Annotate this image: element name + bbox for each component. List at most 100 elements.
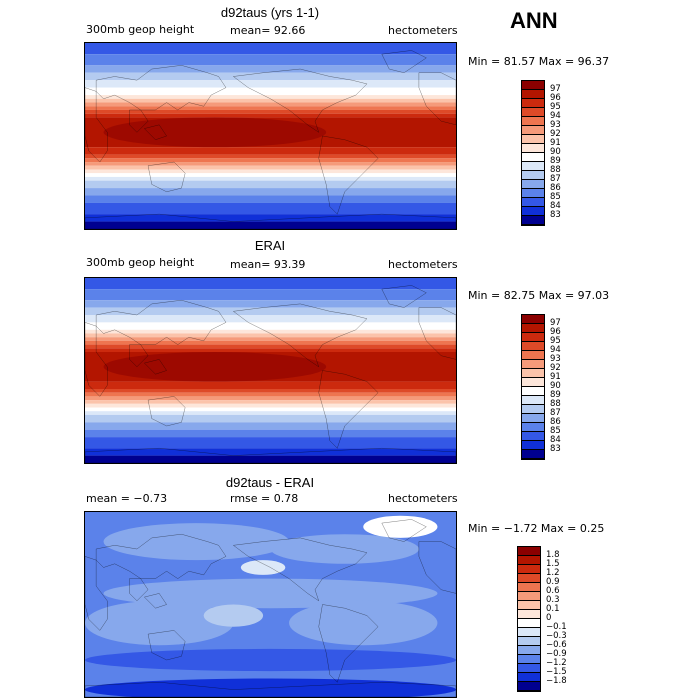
panel1-map xyxy=(84,42,457,230)
panel1-colorbar-swatch xyxy=(522,99,544,108)
panel1-coastline xyxy=(319,136,378,214)
panel2-contour-band xyxy=(85,392,456,397)
panel2-colorbar-swatch xyxy=(522,369,544,378)
panel3-colorbar-tick-label: 0.9 xyxy=(546,577,560,587)
panel2-colorbar-swatch xyxy=(522,387,544,396)
panel1-colorbar-tick-label: 93 xyxy=(550,120,561,130)
panel3-units-label: hectometers xyxy=(388,492,458,505)
panel1-contour-band xyxy=(85,221,456,229)
panel1-colorbar-swatch xyxy=(522,180,544,189)
panel1-colorbar-tick-label: 88 xyxy=(550,165,561,175)
panel1-contour-band xyxy=(85,169,456,174)
panel2-coastline xyxy=(419,308,456,360)
panel3-coastline xyxy=(130,579,149,601)
panel3-colorbar-swatch xyxy=(518,646,540,655)
panel3-colorbar-tick-label: 1.5 xyxy=(546,559,560,569)
panel1-coastline xyxy=(148,162,185,192)
panel1-contour-band xyxy=(85,87,456,96)
panel3-colorbar-swatch xyxy=(518,601,540,610)
panel1-contour-band xyxy=(85,80,456,88)
panel1-contour-band xyxy=(85,214,456,222)
panel1-contour-band xyxy=(85,180,456,189)
panel1-colorbar-tick-label: 92 xyxy=(550,129,561,139)
panel2-colorbar-swatch xyxy=(522,441,544,450)
panel2-colorbar-tick-label: 84 xyxy=(550,435,561,445)
panel3-colorbar-tick-label: 1.2 xyxy=(546,568,560,578)
panel2-contour-band xyxy=(85,455,456,463)
panel2-colorbar-tick-label: 85 xyxy=(550,426,561,436)
panel1-contour-band xyxy=(85,95,456,99)
panel1-colorbar-tick-label: 97 xyxy=(550,84,561,94)
panel2-colorbar-tick-label: 89 xyxy=(550,390,561,400)
panel2-contour-band xyxy=(85,340,456,345)
panel2-colorbar-tick-label: 87 xyxy=(550,408,561,418)
panel3-colorbar-swatch xyxy=(518,637,540,646)
panel2-contour-band xyxy=(85,337,456,341)
panel1-title: d92taus (yrs 1-1) xyxy=(220,5,320,20)
panel3-coastline xyxy=(319,605,378,683)
panel3-colorbar-swatch xyxy=(518,592,540,601)
panel3-coastline xyxy=(382,519,427,541)
panel2-colorbar-tick-label: 83 xyxy=(550,444,561,454)
panel2-colorbar-swatch xyxy=(522,324,544,333)
panel2-colorbar-swatch xyxy=(522,342,544,351)
panel1-coastline xyxy=(382,50,427,72)
panel3-contour-blob xyxy=(363,515,438,538)
panel3-colorbar-swatch xyxy=(518,556,540,565)
panel1-map-svg xyxy=(85,43,456,229)
panel3-coastline xyxy=(144,593,166,608)
panel2-contour-band xyxy=(85,389,456,393)
panel1-contour-band xyxy=(85,165,456,170)
panel2-colorbar-tick-label: 92 xyxy=(550,363,561,373)
panel3-colorbar-swatch xyxy=(518,574,540,583)
panel3-contour-blob xyxy=(85,648,456,672)
panel2-contour-band xyxy=(85,307,456,315)
panel3-colorbar-tick-label: 0.3 xyxy=(546,595,560,605)
panel1-colorbar-tick-label: 83 xyxy=(550,210,561,220)
panel1-colorbar-swatch xyxy=(522,117,544,126)
panel1-mean-label: mean= 92.66 xyxy=(230,24,306,37)
panel1-coastline xyxy=(419,73,456,125)
panel2-title: ERAI xyxy=(254,238,286,253)
panel1-colorbar-swatch xyxy=(522,90,544,99)
panel1-colorbar-tick-label: 90 xyxy=(550,147,561,157)
panel1-contour-band xyxy=(85,195,456,203)
panel1-contour-band xyxy=(85,43,456,55)
panel1-contour-band xyxy=(85,54,456,66)
panel2-coastline xyxy=(382,285,427,307)
panel1-colorbar-swatch xyxy=(522,135,544,144)
panel1-contour-band xyxy=(85,113,456,118)
panel2-contour-band xyxy=(85,422,456,430)
panel3-contour-blob xyxy=(240,560,286,575)
panel3-colorbar-tick-label: 0.1 xyxy=(546,604,560,614)
panel2-units-label: hectometers xyxy=(388,258,458,271)
panel2-coastline xyxy=(144,359,166,374)
panel1-colorbar-swatch xyxy=(522,207,544,216)
panel3-colorbar-swatch xyxy=(518,565,540,574)
panel1-contour-band xyxy=(85,65,456,73)
panel2-colorbar-swatch xyxy=(522,333,544,342)
panel1-contour-band xyxy=(85,109,456,114)
panel1-contour-band xyxy=(85,72,456,81)
panel2-contour-band xyxy=(85,411,456,415)
panel2-contour-band xyxy=(85,329,456,334)
panel2-colorbar-swatch xyxy=(522,351,544,360)
panel2-coastline xyxy=(85,448,456,463)
panel1-contour-band xyxy=(85,147,456,155)
panel3-colorbar-swatch xyxy=(518,547,540,556)
panel2-colorbar xyxy=(521,314,545,460)
panel2-colorbar-swatch xyxy=(522,405,544,414)
panel1-colorbar-swatch xyxy=(522,108,544,117)
panel2-contour-band xyxy=(85,289,456,301)
panel1-coastline xyxy=(144,125,166,140)
panel2-contour-band xyxy=(85,278,456,290)
panel2-colorbar-tick-label: 96 xyxy=(550,327,561,337)
panel2-coastline xyxy=(319,371,378,449)
panel2-colorbar-swatch xyxy=(522,414,544,423)
panel1-contour-band xyxy=(85,173,456,177)
panel1-contour-band xyxy=(85,98,456,103)
panel3-contour-blob xyxy=(289,600,438,646)
panel2-contour-band xyxy=(85,344,456,349)
panel2-map xyxy=(84,277,457,464)
panel1-colorbar-swatch xyxy=(522,153,544,162)
